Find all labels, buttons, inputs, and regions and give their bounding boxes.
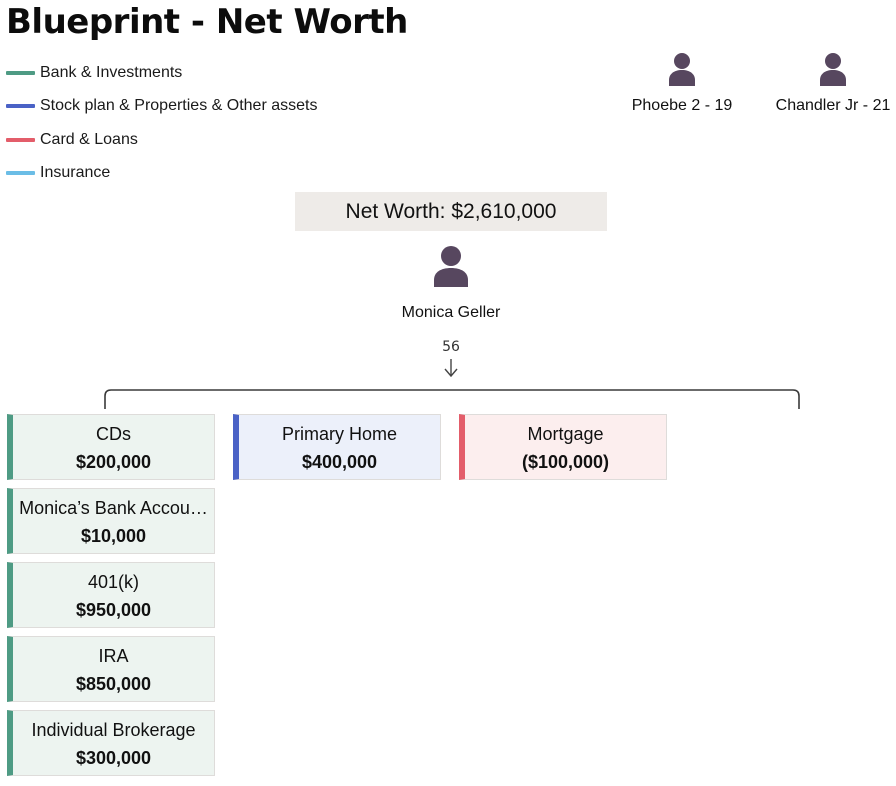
child-label: Phoebe 2 - 19 (631, 97, 733, 114)
child-phoebe[interactable]: Phoebe 2 - 19 (622, 52, 742, 115)
tree-connector (104, 389, 800, 409)
account-card-bank-account[interactable]: Monica’s Bank Accou… $10,000 (7, 488, 215, 554)
account-card-401k[interactable]: 401(k) $950,000 (7, 562, 215, 628)
legend-label: Insurance (40, 164, 111, 182)
owner-node[interactable]: Monica Geller 56 (351, 245, 551, 355)
legend: Bank & Investments Stock plan & Properti… (6, 56, 317, 190)
legend-item-card-loans: Card & Loans (6, 123, 317, 157)
person-icon (820, 52, 846, 91)
asset-name: Primary Home (281, 424, 397, 444)
legend-label: Card & Loans (40, 130, 138, 148)
net-worth-summary: Net Worth: $2,610,000 (295, 192, 607, 231)
legend-swatch-bank (6, 70, 35, 75)
child-label: Chandler Jr - 21 (775, 97, 891, 114)
loan-value: ($100,000) (521, 452, 610, 472)
legend-label: Bank & Investments (40, 63, 183, 81)
loan-name: Mortgage (527, 424, 604, 444)
account-name: CDs (96, 424, 131, 444)
account-value: $10,000 (80, 526, 147, 546)
account-card-brokerage[interactable]: Individual Brokerage $300,000 (7, 710, 215, 776)
arrow-down-icon (444, 359, 458, 378)
account-value: $950,000 (75, 600, 152, 620)
asset-card-primary-home[interactable]: Primary Home $400,000 (233, 414, 441, 480)
account-value: $200,000 (75, 452, 152, 472)
account-card-ira[interactable]: IRA $850,000 (7, 636, 215, 702)
account-name: Individual Brokerage (31, 720, 196, 740)
legend-swatch-assets (6, 104, 35, 109)
account-value: $850,000 (75, 674, 152, 694)
legend-swatch-loans (6, 137, 35, 142)
legend-item-insurance: Insurance (6, 157, 317, 191)
asset-value: $400,000 (301, 452, 378, 472)
page-title: Blueprint - Net Worth (6, 2, 408, 42)
person-icon (669, 52, 695, 91)
child-chandler-jr[interactable]: Chandler Jr - 21 (768, 52, 896, 115)
account-name: IRA (98, 646, 129, 666)
account-card-cds[interactable]: CDs $200,000 (7, 414, 215, 480)
account-name: 401(k) (87, 572, 140, 592)
account-value: $300,000 (75, 748, 152, 768)
loan-card-mortgage[interactable]: Mortgage ($100,000) (459, 414, 667, 480)
owner-name: Monica Geller (401, 304, 501, 321)
owner-age: 56 (442, 339, 460, 355)
legend-item-assets: Stock plan & Properties & Other assets (6, 90, 317, 124)
legend-label: Stock plan & Properties & Other assets (40, 97, 318, 115)
account-name: Monica’s Bank Accou… (19, 498, 208, 518)
legend-item-bank-investments: Bank & Investments (6, 56, 317, 90)
person-icon (434, 245, 468, 292)
legend-swatch-insurance (6, 171, 35, 176)
